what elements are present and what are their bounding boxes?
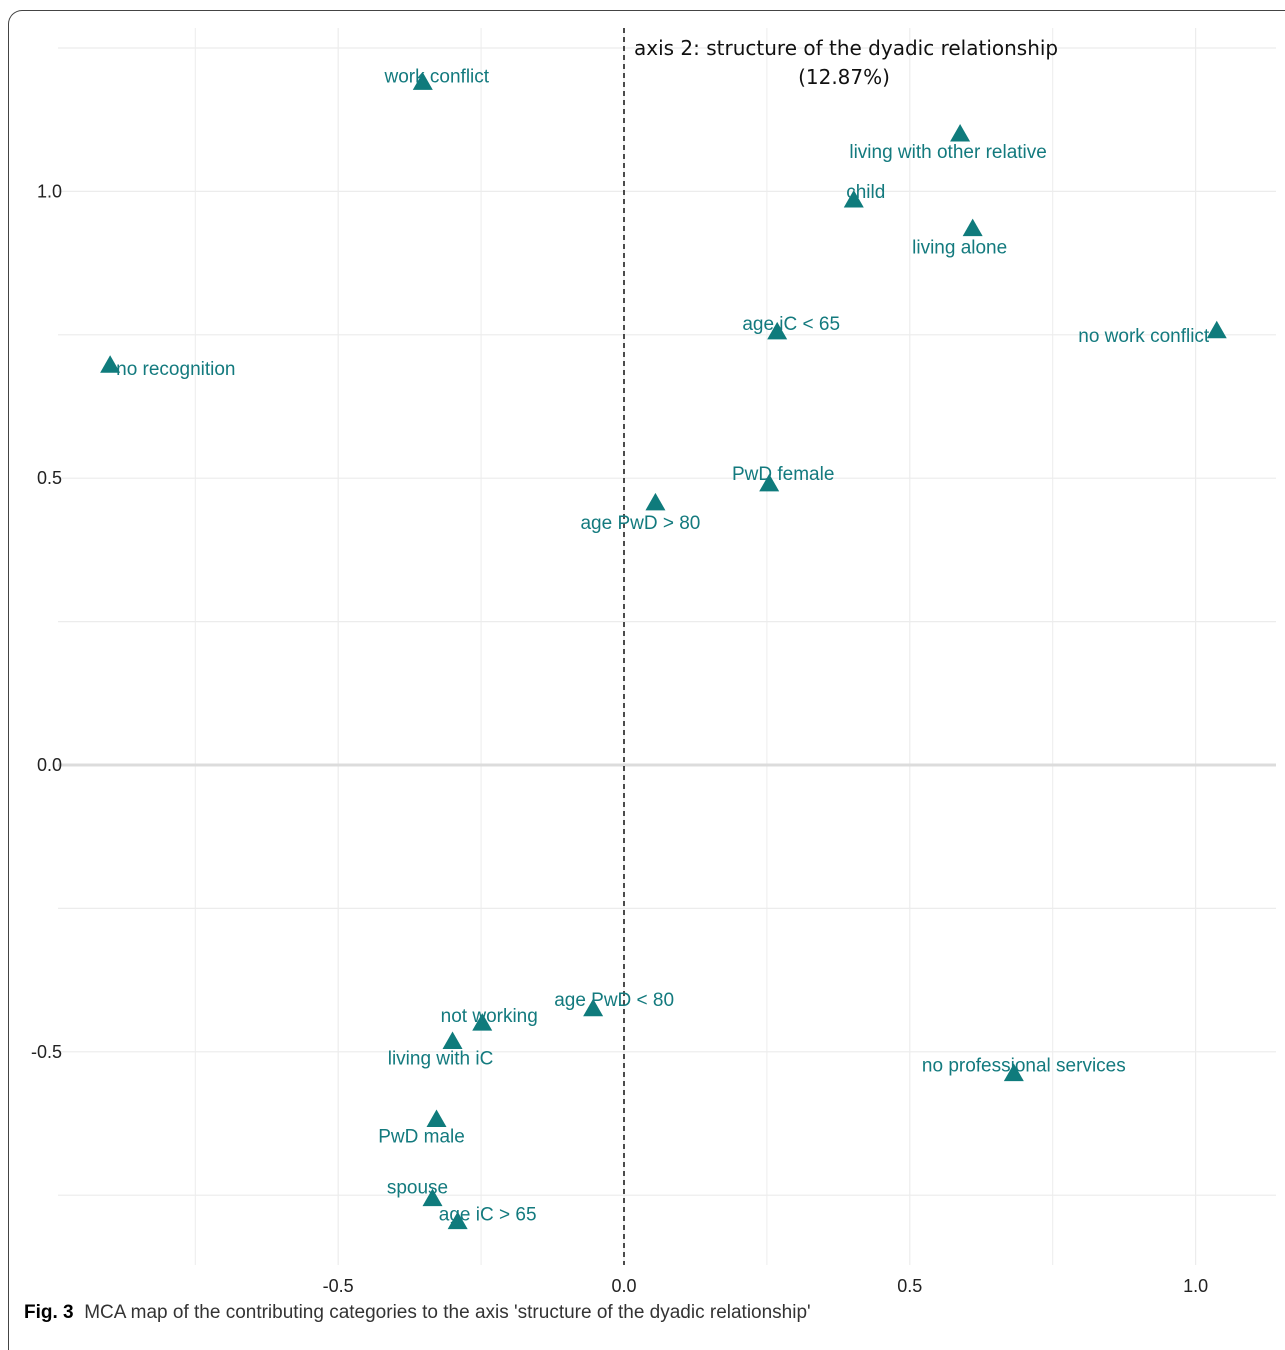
point-marker xyxy=(422,1188,443,1207)
x-tick-label: 0.5 xyxy=(897,1276,922,1296)
point-label: age PwD > 80 xyxy=(580,513,700,534)
x-tick-label: 1.0 xyxy=(1183,1276,1208,1296)
point-marker xyxy=(950,124,971,142)
point-marker xyxy=(843,190,864,208)
point-label: child xyxy=(846,182,885,203)
y-tick-label: 1.0 xyxy=(37,181,62,201)
point-label: living with iC xyxy=(388,1048,494,1069)
point-marker xyxy=(767,321,788,340)
point-label: spouse xyxy=(387,1178,448,1199)
x-tick-label: -0.5 xyxy=(323,1276,354,1296)
figure-caption: Fig. 3 MCA map of the contributing categ… xyxy=(24,1302,811,1324)
data-points: work conflict living with other relative c… xyxy=(100,66,1227,1230)
point-label: no work conflict xyxy=(1078,326,1210,347)
y-tick-label: -0.5 xyxy=(31,1042,62,1062)
point-marker xyxy=(1206,320,1227,339)
point-marker xyxy=(645,492,666,511)
tick-labels: -0.5 0.0 0.5 1.0 -0.5 0.0 0.5 1.0 xyxy=(31,181,1208,1296)
point-marker xyxy=(962,218,983,237)
point-label: not working xyxy=(441,1006,538,1027)
y-tick-label: 0.0 xyxy=(37,755,62,775)
axis-title-line-1: axis 2: structure of the dyadic relation… xyxy=(634,36,1058,60)
point-label: age iC < 65 xyxy=(742,314,840,335)
point-label: age iC > 65 xyxy=(439,1205,537,1226)
point-label: living with other relative xyxy=(849,142,1046,163)
x-tick-label: 0.0 xyxy=(611,1276,636,1296)
point-label: age PwD < 80 xyxy=(554,990,674,1011)
point-marker xyxy=(426,1109,447,1127)
caption-text: MCA map of the contributing categories t… xyxy=(84,1302,811,1323)
point-label: PwD female xyxy=(732,464,834,485)
point-marker xyxy=(447,1211,468,1230)
figure-frame xyxy=(8,10,1285,1350)
point-label: PwD male xyxy=(378,1126,465,1147)
point-marker xyxy=(759,473,780,492)
axis-title-line-2: (12.87%) xyxy=(798,65,890,89)
point-label: no professional services xyxy=(922,1056,1126,1077)
point-marker xyxy=(1003,1063,1024,1082)
point-marker xyxy=(442,1031,463,1049)
caption-label: Fig. 3 xyxy=(24,1302,74,1323)
mca-scatter-plot: -0.5 0.0 0.5 1.0 -0.5 0.0 0.5 1.0 axis 2: struc… xyxy=(31,28,1276,1296)
point-marker xyxy=(100,355,121,373)
point-label: work conflict xyxy=(384,66,490,87)
point-marker xyxy=(472,1013,493,1031)
point-label: no recognition xyxy=(116,359,235,380)
point-label: living alone xyxy=(912,238,1007,259)
y-tick-label: 0.5 xyxy=(37,468,62,488)
point-marker xyxy=(412,72,433,90)
grid-lines xyxy=(58,28,1276,1265)
point-marker xyxy=(583,998,604,1017)
